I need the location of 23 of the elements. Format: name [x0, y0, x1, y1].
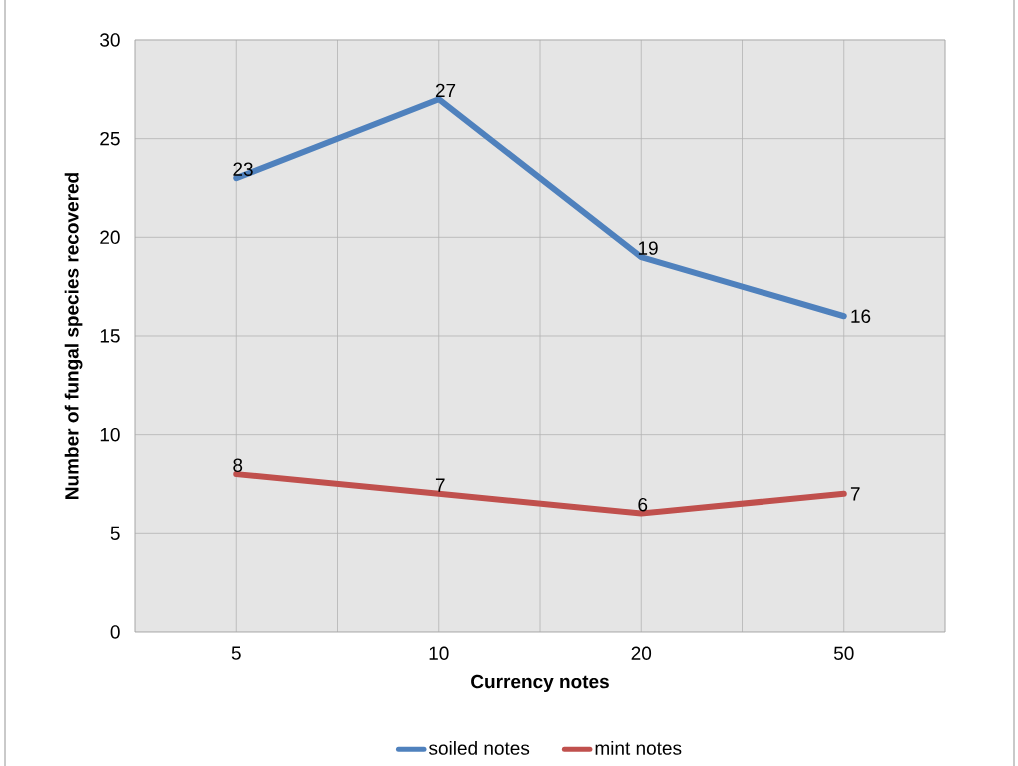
y-tick-label: 25: [100, 131, 120, 146]
data-label: 16: [851, 309, 871, 323]
y-tick-label: 5: [110, 526, 120, 540]
y-tick-label: 20: [100, 230, 120, 245]
legend-label: soiled notes: [429, 740, 530, 755]
x-tick-label: 50: [833, 646, 854, 660]
y-tick-label: 15: [100, 329, 120, 343]
y-axis-title: Number of fungal species recovered: [64, 173, 83, 499]
data-label: 7: [435, 478, 445, 492]
y-tick-label: 10: [100, 427, 120, 442]
data-label: 7: [850, 487, 860, 501]
x-tick-label: 5: [231, 646, 241, 660]
data-label: 23: [233, 162, 253, 176]
data-label: 8: [233, 458, 243, 472]
x-tick-label: 10: [429, 646, 449, 660]
data-label: 19: [638, 241, 658, 255]
data-label: 6: [638, 497, 648, 512]
y-tick-label: 0: [110, 625, 120, 639]
y-tick-label: 30: [100, 33, 120, 47]
legend-label: mint notes: [595, 740, 682, 755]
data-label: 27: [435, 83, 456, 97]
x-axis-title: Currency notes: [471, 674, 609, 693]
x-tick-label: 20: [631, 646, 652, 660]
